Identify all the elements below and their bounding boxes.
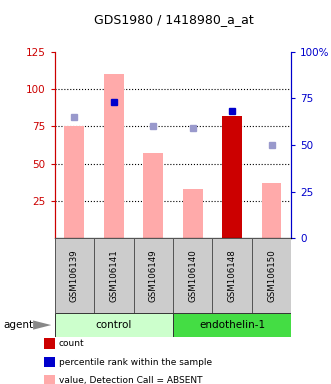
Text: GSM106139: GSM106139 xyxy=(70,249,79,302)
Text: count: count xyxy=(59,339,84,348)
Bar xyxy=(143,153,163,238)
Bar xyxy=(133,238,173,313)
Bar xyxy=(104,74,124,238)
Bar xyxy=(44,338,55,349)
Bar xyxy=(213,238,252,313)
Text: percentile rank within the sample: percentile rank within the sample xyxy=(59,358,212,367)
Text: GSM106140: GSM106140 xyxy=(188,249,197,302)
Bar xyxy=(94,238,133,313)
Text: GSM106141: GSM106141 xyxy=(109,249,118,302)
Text: GSM106149: GSM106149 xyxy=(149,249,158,302)
Bar xyxy=(252,238,291,313)
Bar xyxy=(55,238,94,313)
Bar xyxy=(222,116,242,238)
Bar xyxy=(183,189,203,238)
Bar xyxy=(173,313,291,337)
Text: value, Detection Call = ABSENT: value, Detection Call = ABSENT xyxy=(59,376,203,384)
Bar xyxy=(44,357,55,367)
Bar xyxy=(173,238,213,313)
Text: control: control xyxy=(96,320,132,330)
Bar xyxy=(262,183,281,238)
Bar xyxy=(65,126,84,238)
Bar xyxy=(55,313,173,337)
Text: GSM106150: GSM106150 xyxy=(267,249,276,302)
Text: GSM106148: GSM106148 xyxy=(228,249,237,302)
Text: GDS1980 / 1418980_a_at: GDS1980 / 1418980_a_at xyxy=(94,13,254,26)
Text: agent: agent xyxy=(3,320,33,330)
Bar xyxy=(44,375,55,384)
Polygon shape xyxy=(33,320,51,329)
Text: endothelin-1: endothelin-1 xyxy=(199,320,265,330)
